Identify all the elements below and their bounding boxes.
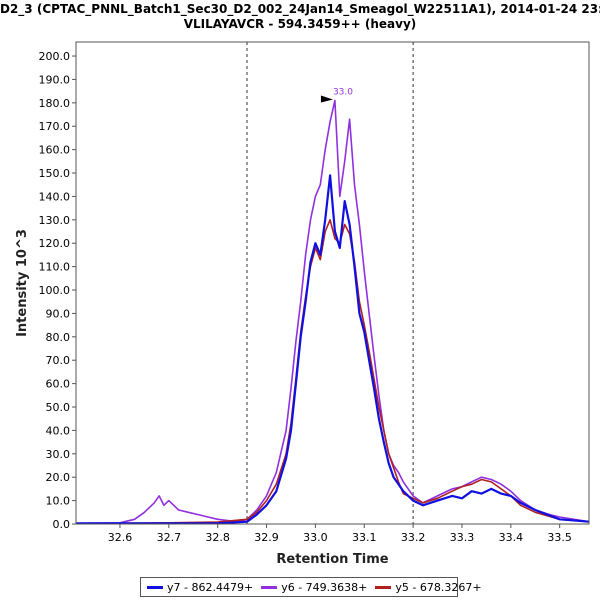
x-tick-label: 32.6 bbox=[108, 531, 133, 544]
series-line-y7 bbox=[76, 174, 590, 525]
x-tick-label: 32.9 bbox=[254, 531, 279, 544]
legend-swatch-y7 bbox=[147, 585, 163, 589]
legend-label-y5: y5 - 678.3267+ bbox=[395, 580, 482, 594]
legend-item-y7: y7 - 862.4479+ bbox=[147, 581, 253, 594]
legend-swatch-y6 bbox=[261, 585, 278, 589]
legend-label-y7: y7 - 862.4479+ bbox=[167, 580, 254, 594]
chart-title: D2_3 (CPTAC_PNNL_Batch1_Sec30_D2_002_24J… bbox=[0, 2, 600, 16]
y-tick-label: 30.0 bbox=[46, 448, 71, 461]
y-tick-label: 180.0 bbox=[39, 97, 71, 110]
x-tick-label: 33.0 bbox=[303, 531, 328, 544]
legend-item-y5: y5 - 678.3267+ bbox=[375, 580, 482, 594]
y-tick-label: 140.0 bbox=[39, 190, 71, 203]
y-tick-label: 0.0 bbox=[53, 518, 71, 531]
y-tick-label: 70.0 bbox=[46, 354, 71, 367]
y-tick-label: 80.0 bbox=[46, 331, 71, 344]
y-tick-label: 60.0 bbox=[46, 378, 71, 391]
legend-swatch-y5 bbox=[375, 585, 392, 589]
y-tick-label: 90.0 bbox=[46, 307, 71, 320]
peak-label: 33.0 bbox=[333, 87, 353, 97]
legend-label-y6: y6 - 749.3638+ bbox=[281, 580, 368, 594]
y-tick-label: 200.0 bbox=[39, 50, 71, 63]
series-line-y5 bbox=[76, 219, 590, 525]
chart-subtitle: VLILAYAVCR - 594.3459++ (heavy) bbox=[183, 17, 417, 31]
y-tick-label: 40.0 bbox=[46, 424, 71, 437]
x-tick-label: 33.3 bbox=[450, 531, 475, 544]
y-tick-label: 170.0 bbox=[39, 120, 71, 133]
y-tick-label: 190.0 bbox=[39, 73, 71, 86]
x-tick-label: 33.1 bbox=[352, 531, 377, 544]
y-tick-label: 150.0 bbox=[39, 167, 71, 180]
legend-item-y6: y6 - 749.3638+ bbox=[261, 581, 367, 594]
x-tick-label: 32.7 bbox=[157, 531, 182, 544]
y-tick-label: 130.0 bbox=[39, 214, 71, 227]
x-tick-label: 32.8 bbox=[205, 531, 230, 544]
y-tick-label: 100.0 bbox=[39, 284, 71, 297]
y-tick-label: 20.0 bbox=[46, 471, 71, 484]
chart-legend: y7 - 862.4479+ y6 - 749.3638+ y5 - 678.3… bbox=[140, 577, 482, 597]
x-tick-label: 33.5 bbox=[547, 531, 572, 544]
y-tick-label: 110.0 bbox=[39, 261, 71, 274]
x-axis-label: Retention Time bbox=[276, 552, 388, 567]
y-tick-label: 160.0 bbox=[39, 144, 71, 157]
plot-area bbox=[75, 41, 590, 525]
series-line-y6 bbox=[75, 99, 590, 525]
peak-arrow-icon bbox=[320, 95, 333, 103]
y-tick-label: 120.0 bbox=[39, 237, 71, 250]
y-tick-label: 10.0 bbox=[46, 495, 71, 508]
x-tick-label: 33.4 bbox=[499, 531, 524, 544]
y-tick-label: 50.0 bbox=[46, 401, 71, 414]
y-axis-label: Intensity 10^3 bbox=[15, 229, 30, 337]
x-tick-label: 33.2 bbox=[401, 531, 426, 544]
